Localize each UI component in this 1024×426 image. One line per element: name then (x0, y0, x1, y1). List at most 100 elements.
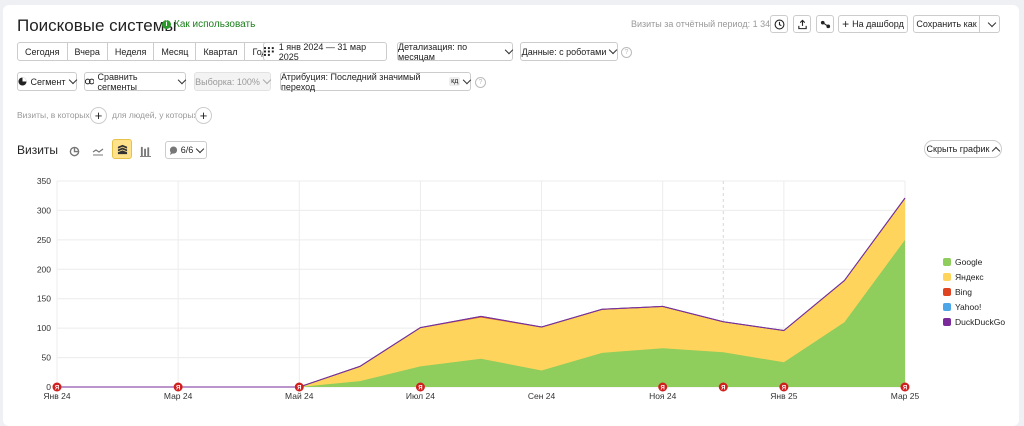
annotation-marker-label: Я (418, 386, 422, 392)
metric-title: Визиты (17, 143, 59, 157)
chat-bubble-icon (169, 145, 177, 155)
save-as-dropdown[interactable] (980, 15, 1000, 33)
preset-week[interactable]: Неделя (108, 43, 155, 60)
y-tick-label: 0 (46, 382, 51, 392)
legend-checkbox[interactable] (943, 287, 951, 296)
legend-checkbox[interactable] (943, 257, 951, 266)
preset-today[interactable]: Сегодня (18, 43, 68, 60)
legend-checkbox[interactable] (943, 317, 951, 326)
annotation-marker-label: Я (176, 386, 180, 392)
calendar-icon (264, 47, 274, 56)
series-selector[interactable]: 6/6 (165, 141, 207, 159)
line-chart-toggle[interactable] (92, 144, 104, 162)
attribution-badge: кд (449, 77, 461, 86)
chart-legend: Google Яндекс Bing Yahoo! DuckDuckGo (943, 254, 1005, 329)
legend-item[interactable]: DuckDuckGo (943, 314, 1005, 329)
x-tick-label: Янв 25 (770, 391, 797, 401)
period-presets: Сегодня Вчера Неделя Месяц Квартал Год (17, 42, 275, 61)
legend-label: Bing (955, 286, 973, 297)
hide-chart-button[interactable]: Скрыть график (924, 140, 1002, 158)
annotation-marker (173, 382, 183, 392)
info-icon: i (162, 20, 171, 29)
preset-month[interactable]: Месяц (154, 43, 197, 60)
y-tick-label: 50 (42, 353, 52, 363)
chevron-down-icon (262, 75, 272, 85)
pie-chart-icon (69, 146, 80, 157)
date-range-label: 1 янв 2024 — 31 мар 2025 (278, 41, 367, 62)
save-as-label: Сохранить как (916, 19, 977, 29)
page-title: Поисковые системы (17, 16, 177, 35)
legend-checkbox[interactable] (943, 302, 951, 311)
chevron-down-icon (463, 75, 472, 85)
chevron-down-icon (68, 75, 77, 85)
segment-label: Сегмент (30, 76, 66, 87)
how-to-link[interactable]: i Как использовать (162, 19, 255, 30)
attribution-dropdown[interactable]: Атрибуция: Последний значимый переход кд (280, 71, 472, 92)
help-icon[interactable]: ? (475, 77, 486, 88)
report-panel: Поисковые системы i Как использовать Виз… (3, 5, 1019, 426)
date-range-picker[interactable]: 1 янв 2024 — 31 мар 2025 (263, 41, 387, 62)
bar-chart-icon (140, 146, 151, 157)
legend-label: Google (955, 256, 983, 267)
legend-item[interactable]: Bing (943, 284, 1005, 299)
series-area-google (57, 239, 905, 387)
preset-yesterday[interactable]: Вчера (68, 43, 108, 60)
add-people-filter-button[interactable]: + (195, 107, 212, 124)
share-button[interactable] (816, 15, 834, 33)
compare-segments-dropdown[interactable]: Сравнить сегменты (84, 72, 187, 92)
pie-icon (18, 77, 28, 86)
chevron-down-icon (504, 45, 514, 55)
legend-item[interactable]: Яндекс (943, 269, 1005, 284)
area-chart-toggle[interactable] (112, 139, 132, 159)
export-button[interactable] (793, 15, 811, 33)
chevron-down-icon (177, 75, 187, 85)
segment-dropdown[interactable]: Сегмент (17, 72, 77, 91)
annotation-marker-label: Я (297, 386, 301, 392)
detail-dropdown[interactable]: Детализация: по месяцам (397, 42, 514, 62)
filter-people-label: для людей, у которых (112, 110, 198, 120)
pie-chart-toggle[interactable] (69, 144, 80, 162)
history-button[interactable] (770, 15, 788, 33)
sample-dropdown: Выборка: 100% (194, 72, 272, 91)
area-chart: 0 50 100 150 200 250 300 350 Янв 24 Мар 24 Май 24 И… (37, 176, 920, 401)
series-line (57, 197, 906, 388)
series-counter: 6/6 (180, 145, 194, 155)
stacked-area-icon (117, 144, 127, 154)
upload-icon (797, 19, 807, 29)
annotation-marker-label: Я (782, 386, 786, 392)
chevron-up-icon (992, 146, 1001, 155)
add-visit-filter-button[interactable]: + (90, 107, 107, 124)
add-to-dashboard-button[interactable]: + На дашборд (838, 15, 908, 33)
save-as-button[interactable]: Сохранить как (913, 15, 980, 33)
hide-chart-label: Скрыть график (926, 144, 990, 154)
plus-icon: + (842, 17, 850, 31)
data-dropdown[interactable]: Данные: с роботами (520, 42, 618, 61)
add-to-dashboard-label: На дашборд (852, 19, 904, 29)
annotation-marker-label: Я (661, 386, 665, 392)
preset-quarter[interactable]: Квартал (196, 43, 246, 60)
y-tick-label: 200 (37, 264, 51, 274)
legend-label: Яндекс (955, 271, 984, 282)
filter-visits-label: Визиты, в которых (17, 110, 90, 120)
line-chart-icon (92, 148, 104, 156)
x-tick-label: Май 24 (285, 391, 314, 401)
legend-checkbox[interactable] (943, 272, 951, 281)
preset-year[interactable]: Год (252, 46, 267, 57)
bar-chart-toggle[interactable] (140, 144, 151, 162)
compare-icon (85, 78, 95, 85)
y-tick-label: 100 (37, 323, 51, 333)
annotation-marker (294, 382, 304, 392)
y-tick-label: 250 (37, 235, 51, 245)
x-tick-label: Мар 24 (164, 391, 193, 401)
annotation-marker (900, 382, 910, 392)
attribution-label: Атрибуция: Последний значимый переход (281, 71, 421, 92)
y-tick-label: 300 (37, 205, 51, 215)
annotation-marker (718, 382, 728, 392)
legend-item[interactable]: Google (943, 254, 1005, 269)
chevron-down-icon (609, 45, 618, 55)
sample-label: Выборка: 100% (195, 76, 260, 87)
chevron-down-icon (987, 18, 996, 27)
legend-item[interactable]: Yahoo! (943, 299, 1005, 314)
help-icon[interactable]: ? (621, 47, 632, 58)
how-to-label: Как использовать (174, 19, 256, 30)
